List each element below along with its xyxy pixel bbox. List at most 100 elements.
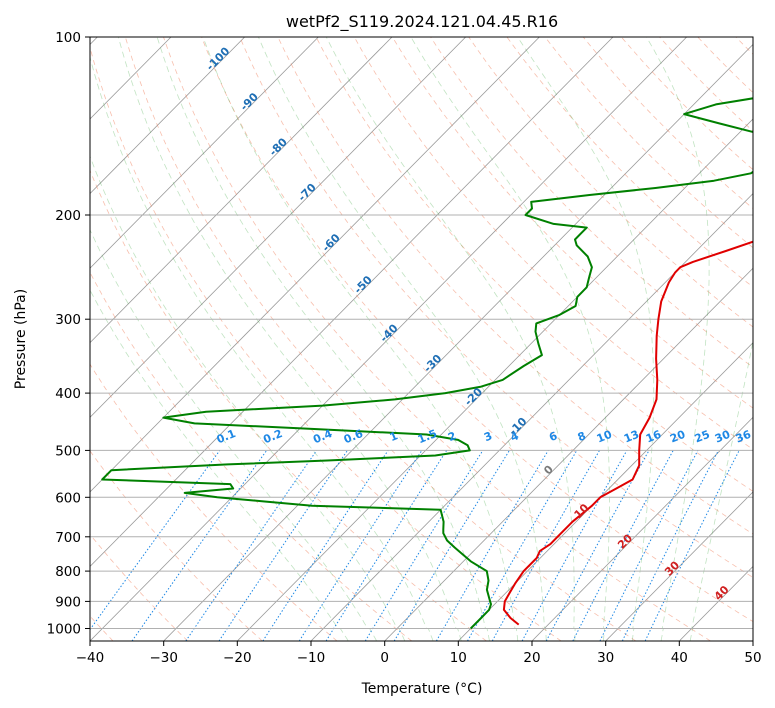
dry-adiabat-line — [353, 37, 753, 450]
mixing-ratio-label: 1.5 — [416, 427, 439, 446]
isotherm-line — [90, 37, 540, 493]
isotherm-line — [90, 37, 466, 418]
isotherm-line — [90, 37, 393, 344]
dry-adiabat-line — [90, 363, 338, 641]
y-axis-label: Pressure (hPa) — [13, 289, 29, 389]
moist-adiabat-line — [325, 37, 576, 641]
dry-adiabat-line — [277, 37, 753, 535]
moist-adiabat-line — [258, 37, 547, 641]
dry-adiabat-line — [124, 37, 637, 641]
dry-adiabat-label: -100 — [204, 44, 233, 73]
mixing-ratio-line — [325, 450, 448, 641]
moist-adiabat-line — [90, 229, 377, 641]
dry-adiabat-label: -70 — [296, 181, 319, 204]
mixing-ratio-line — [90, 450, 221, 631]
moist-adiabat-label: 40 — [712, 583, 732, 603]
x-tick-label: −40 — [76, 650, 105, 666]
dry-adiabat-line — [582, 37, 753, 210]
dry-adiabat-label: -90 — [238, 90, 261, 113]
isotherm-line — [752, 640, 753, 641]
mixing-ratio-label: 3 — [482, 429, 494, 444]
isotherm-line — [531, 416, 753, 641]
dry-adiabat-line — [90, 533, 188, 641]
x-tick-label: 0 — [380, 650, 389, 666]
dry-adiabat-line — [315, 37, 753, 492]
y-tick-label: 300 — [55, 312, 81, 328]
mixing-ratio-line — [185, 450, 318, 641]
y-tick-label: 200 — [55, 208, 81, 224]
mixing-ratio-line — [298, 450, 423, 641]
x-tick-label: 20 — [523, 650, 540, 666]
y-tick-label: 500 — [55, 443, 81, 459]
y-tick-label: 100 — [55, 30, 81, 46]
x-tick-label: 30 — [597, 650, 614, 666]
y-tick-label: 800 — [55, 564, 81, 580]
mixing-ratio-label: 36 — [734, 428, 753, 446]
plot-frame — [89, 36, 754, 642]
mixing-ratio-label: 6 — [547, 429, 559, 444]
x-tick-label: 10 — [450, 650, 467, 666]
isotherm-line — [90, 37, 614, 567]
x-tick-label: −30 — [149, 650, 178, 666]
mixing-ratio-label: 16 — [644, 428, 663, 446]
moist-adiabat-line — [90, 289, 349, 641]
dry-adiabat-line — [90, 46, 562, 641]
isotherm-line — [384, 267, 753, 641]
isotherm-line — [310, 193, 753, 641]
mixing-ratio-line — [545, 450, 650, 641]
mixing-ratio-line — [521, 450, 628, 641]
mixing-ratio-line — [393, 450, 510, 641]
moist-adiabat-label: 30 — [662, 558, 682, 578]
mixing-ratio-label: 0.1 — [215, 427, 238, 446]
mixing-ratio-label: 30 — [713, 428, 732, 446]
y-tick-label: 1000 — [47, 622, 81, 638]
mixing-ratio-label: 10 — [595, 428, 614, 446]
isotherm-line — [679, 565, 753, 641]
dry-adiabat-label: -50 — [352, 273, 375, 296]
dry-adiabat-line — [659, 37, 753, 132]
dry-adiabat-line — [430, 37, 753, 368]
mixing-ratio-line — [599, 450, 699, 641]
mixing-ratio-line — [621, 450, 719, 641]
dry-adiabat-line — [90, 271, 413, 641]
mixing-ratio-line — [364, 450, 484, 641]
dry-adiabat-line — [163, 37, 711, 641]
mixing-ratio-label: 8 — [576, 429, 588, 444]
mixing-ratio-label: 2 — [446, 429, 458, 444]
moist-adiabat-line — [646, 37, 710, 641]
dry-adiabat-label: -40 — [377, 321, 400, 344]
isotherm-line — [90, 37, 245, 195]
y-tick-label: 700 — [55, 530, 81, 546]
dry-adiabat-line — [468, 37, 753, 328]
x-tick-label: 40 — [671, 650, 688, 666]
isotherm-line — [90, 37, 687, 641]
mixing-ratio-line — [572, 450, 674, 641]
moist-adiabat-line — [90, 155, 406, 641]
dry-adiabat-line — [544, 37, 753, 249]
moist-adiabat-line — [689, 339, 753, 641]
dry-adiabat-line — [90, 169, 487, 641]
moist-adiabat-label: 10 — [572, 501, 592, 521]
dry-adiabat-line — [620, 37, 753, 171]
mixing-ratio-label: 25 — [693, 428, 712, 446]
mixing-ratio-line — [262, 450, 389, 641]
isotherm-line — [605, 491, 753, 641]
mixing-ratio-line — [491, 450, 600, 641]
y-tick-label: 900 — [55, 594, 81, 610]
isotherm-line — [237, 118, 753, 641]
isotherm-line — [163, 43, 753, 641]
x-tick-label: −20 — [223, 650, 252, 666]
moist-adiabat-line — [410, 37, 610, 641]
moist-adiabat-line — [156, 37, 490, 641]
moist-adiabat-line — [517, 37, 655, 641]
mixing-ratio-label: 13 — [622, 428, 641, 446]
temperature-profile-line — [502, 240, 753, 626]
mixing-ratio-line — [644, 450, 740, 641]
isotherm-line — [90, 37, 319, 269]
isotherm-line — [458, 342, 753, 641]
x-axis-label: Temperature (°C) — [361, 681, 483, 697]
moist-adiabat-line — [90, 55, 434, 641]
mixing-ratio-label: 1 — [388, 429, 400, 444]
